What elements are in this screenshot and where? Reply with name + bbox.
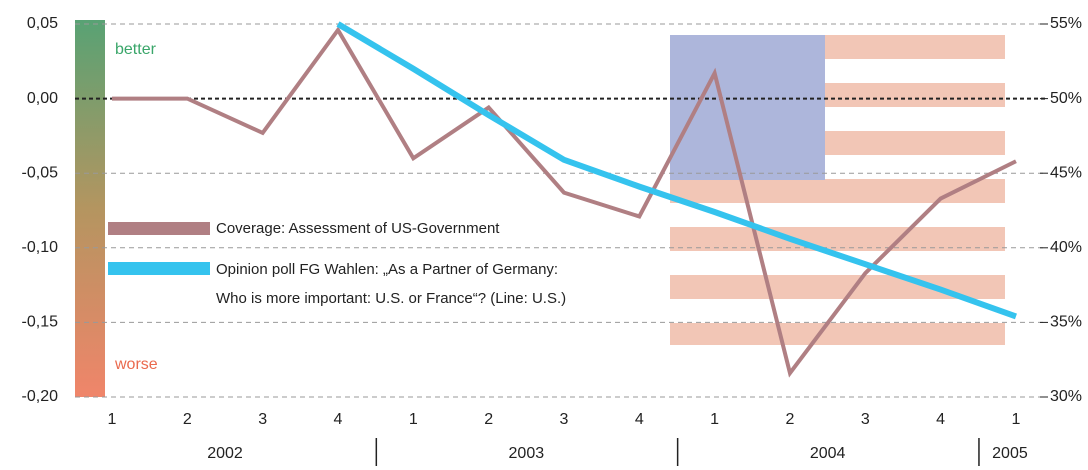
x-tick-label: 1: [409, 411, 418, 428]
y2-tick-label: 30%: [1050, 388, 1082, 405]
x-tick-label: 3: [258, 411, 267, 428]
worse-label: worse: [114, 356, 158, 373]
x-tick-label: 4: [635, 411, 644, 428]
y2-tick-label: 50%: [1050, 90, 1082, 107]
x-tick-label: 4: [936, 411, 945, 428]
y-tick-label: 0,00: [27, 90, 58, 107]
y-tick-label: 0,05: [27, 15, 58, 32]
y2-tick-label: 35%: [1050, 314, 1082, 331]
legend-swatch: [108, 222, 210, 235]
legend-swatch: [108, 262, 210, 275]
x-tick-label: 2: [484, 411, 493, 428]
x-tick-label: 1: [108, 411, 117, 428]
x-tick-label: 4: [334, 411, 343, 428]
x-tick-label: 1: [1012, 411, 1021, 428]
y2-tick-label: 40%: [1050, 239, 1082, 256]
y2-tick-label: 55%: [1050, 15, 1082, 32]
x-tick-label: 2: [786, 411, 795, 428]
legend-label: Opinion poll FG Wahlen: „As a Partner of…: [216, 261, 567, 307]
x-tick-label: 3: [560, 411, 569, 428]
y-tick-label: -0,20: [22, 388, 59, 405]
year-label: 2004: [810, 445, 846, 462]
scale-bar: [75, 20, 105, 397]
y2-tick-label: 45%: [1050, 164, 1082, 181]
year-label: 2003: [509, 445, 545, 462]
x-tick-label: 1: [710, 411, 719, 428]
better-label: better: [115, 41, 157, 58]
y-tick-label: -0,15: [22, 314, 59, 331]
y-tick-label: -0,05: [22, 164, 59, 181]
flag: [670, 35, 1005, 345]
series-line: [112, 26, 1017, 378]
y-tick-label: -0,10: [22, 239, 59, 256]
year-label: 2005: [992, 445, 1028, 462]
series-line: [336, 21, 1017, 320]
year-label: 2002: [207, 445, 243, 462]
x-tick-label: 3: [861, 411, 870, 428]
legend-label: Coverage: Assessment of US-Government: [216, 220, 500, 237]
x-tick-label: 2: [183, 411, 192, 428]
